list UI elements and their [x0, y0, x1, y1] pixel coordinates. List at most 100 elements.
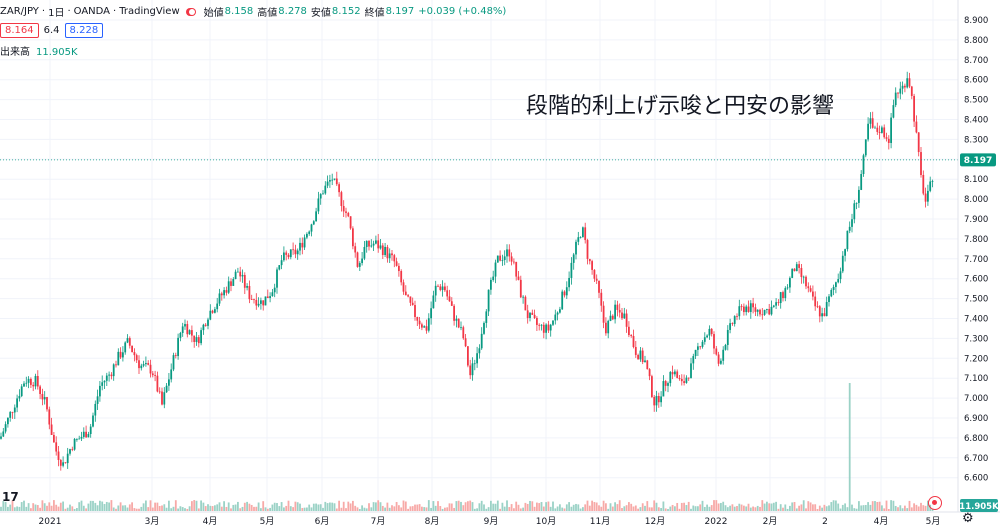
volume-bar	[807, 501, 810, 511]
volume-bar	[117, 505, 120, 511]
volume-bar	[616, 504, 619, 511]
volume-bar	[71, 506, 74, 511]
candle-body	[253, 299, 255, 301]
candle-body	[319, 194, 322, 199]
volume-bar	[181, 507, 184, 511]
time-tick-label: 2021	[39, 517, 62, 527]
candle-body	[269, 296, 271, 299]
time-tick-label: 2月	[763, 516, 778, 527]
candle-body	[416, 316, 419, 321]
candle-body	[885, 137, 888, 139]
volume-bar	[910, 507, 913, 511]
candle-body	[496, 255, 499, 263]
candle-body	[200, 330, 202, 344]
volume-bar	[685, 505, 688, 511]
volume-bar	[602, 500, 605, 511]
candle-body	[812, 291, 814, 297]
time-axis[interactable]: 2021 3月 4月 5月 6月 7月 8月 9月 10月 11月 12月 2022 2月 2 4月 5月	[39, 516, 941, 527]
candle-body	[922, 174, 925, 194]
candle-body	[717, 354, 720, 364]
quote-panel: 8.164 6.4 8.228	[0, 23, 104, 38]
chart-annotation[interactable]: 段階的利上げ示唆と円安の影響	[526, 94, 835, 119]
candle-body	[2, 431, 5, 437]
volume-bar	[883, 508, 886, 511]
volume-bar	[839, 508, 842, 511]
candle-body	[782, 292, 784, 299]
volume-bar	[76, 508, 78, 511]
candle-body	[16, 398, 18, 408]
high-value: 8.278	[278, 6, 307, 17]
candle-body	[347, 212, 350, 217]
volume-bar	[393, 506, 396, 511]
volume-bar	[356, 507, 359, 511]
volume-bar	[513, 508, 515, 511]
volume-bar	[846, 507, 849, 511]
candle-body	[483, 322, 485, 334]
candle-body	[145, 363, 147, 365]
volume-bar	[577, 504, 580, 511]
volume-bar	[315, 503, 317, 511]
volume-bar	[703, 506, 706, 511]
volume-bar	[915, 504, 918, 511]
symbol-name[interactable]: ZAR/JPY	[0, 6, 39, 17]
record-icon[interactable]	[928, 496, 942, 510]
volume-bar	[411, 506, 414, 511]
volume-bar	[536, 502, 538, 511]
volume-bar	[625, 505, 628, 511]
volume-bar	[112, 507, 115, 511]
volume-legend: 出来高 11.905K	[0, 43, 78, 58]
volume-bar	[214, 505, 216, 511]
candlestick-series[interactable]	[0, 71, 934, 471]
tradingview-logo-icon[interactable]: 17	[2, 490, 19, 504]
candle-body	[115, 364, 117, 366]
market-toggle-icon[interactable]	[185, 7, 196, 16]
volume-bar	[621, 508, 623, 511]
buy-button[interactable]: 8.228	[64, 23, 104, 38]
candle-body	[138, 360, 140, 369]
candle-body	[864, 139, 867, 156]
volume-bar	[59, 502, 62, 511]
volume-bar	[326, 503, 329, 511]
gear-icon[interactable]: ⚙	[962, 511, 974, 526]
candle-body	[368, 240, 370, 247]
volume-bar	[372, 502, 375, 511]
candle-body	[361, 258, 363, 264]
candle-body	[607, 320, 610, 334]
volume-bar	[683, 502, 685, 511]
volume-bar	[844, 503, 846, 511]
volume-bar	[103, 504, 106, 511]
candle-body	[260, 300, 262, 304]
volume-bar	[726, 507, 729, 511]
candle-body	[0, 436, 2, 439]
candle-body	[46, 397, 48, 410]
price-tick-label: 6.700	[964, 454, 988, 464]
volume-bar	[16, 506, 18, 511]
volume-bar	[524, 502, 527, 511]
volume-bar	[377, 500, 380, 511]
candle-body	[729, 323, 731, 330]
candle-body	[89, 426, 92, 435]
candle-body	[78, 438, 81, 440]
candle-body	[110, 374, 113, 377]
price-axis[interactable]: 6.600 6.700 6.800 6.900 7.000 7.100 7.200 7.300…	[964, 16, 988, 484]
candle-body	[163, 392, 166, 405]
candle-body	[846, 230, 849, 250]
candle-body	[266, 296, 269, 299]
platform-label: TradingView	[119, 6, 180, 17]
volume-bar	[53, 500, 55, 511]
volume-bar	[283, 507, 285, 511]
candle-body	[701, 341, 704, 347]
volume-bar	[565, 504, 568, 511]
price-tick-label: 7.600	[964, 275, 988, 285]
volume-bar	[108, 502, 110, 511]
candle-body	[354, 246, 357, 253]
candle-body	[791, 268, 794, 278]
volume-bar	[303, 507, 306, 511]
volume-bar	[473, 508, 476, 511]
sell-button[interactable]: 8.164	[0, 23, 39, 38]
volume-bar	[69, 504, 71, 511]
interval-label[interactable]: 1日	[48, 8, 65, 19]
volume-bar	[519, 508, 522, 511]
candle-body	[929, 181, 932, 191]
